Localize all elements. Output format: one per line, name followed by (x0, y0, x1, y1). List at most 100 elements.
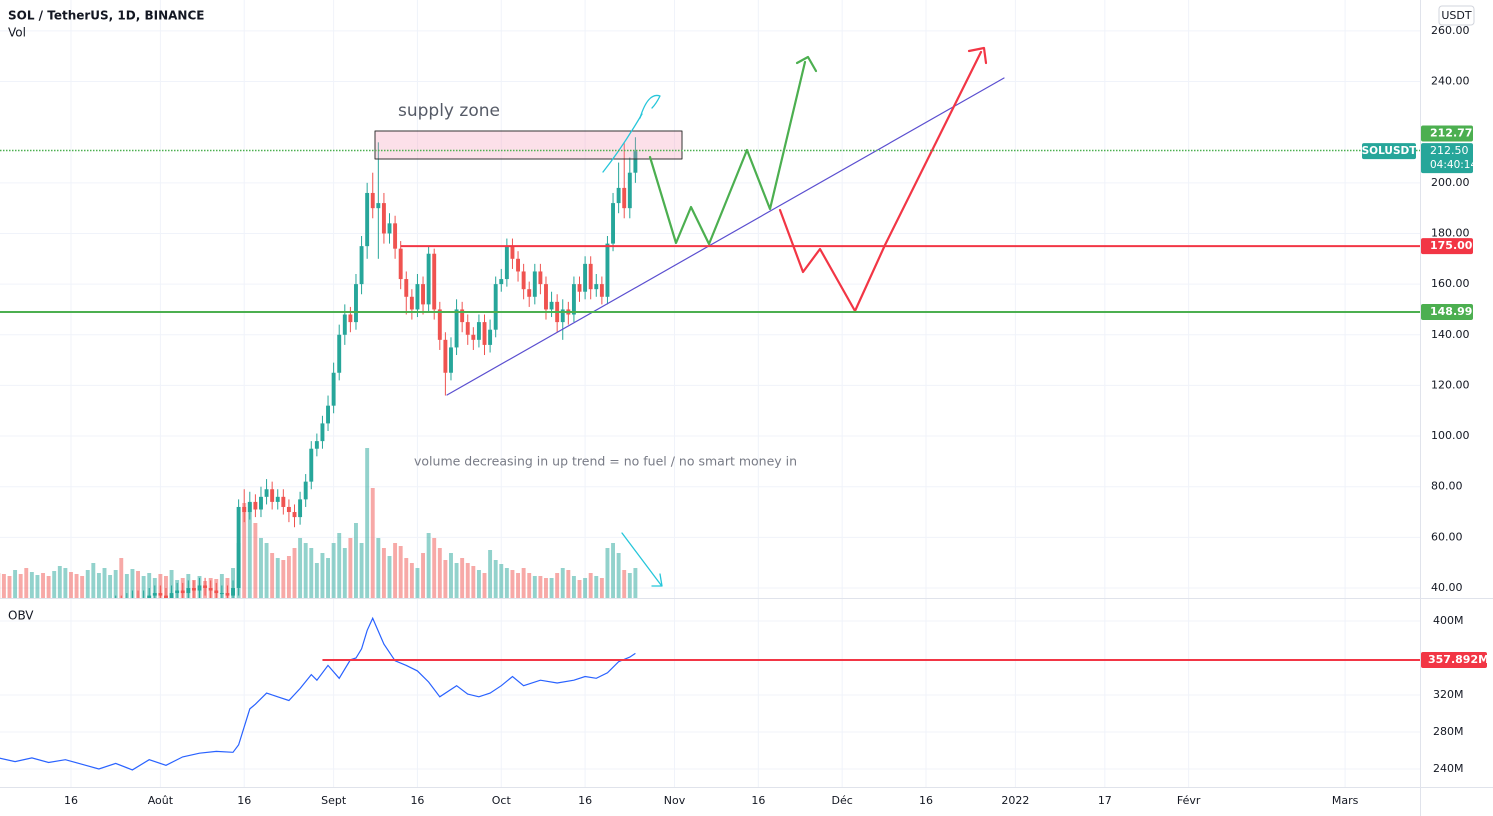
candle-body (191, 587, 196, 591)
volume-bar (141, 576, 146, 598)
volume-bar (326, 558, 330, 598)
cyan-stroke (602, 113, 643, 173)
candle-body (549, 301, 554, 310)
volume-bar (348, 538, 353, 598)
y-tick-label: 120.00 (1431, 378, 1470, 391)
level-label: 148.99 (1430, 305, 1472, 318)
volume-bar (454, 563, 459, 598)
volume-bar (460, 558, 465, 598)
volume-bar (409, 563, 414, 598)
candle-body (432, 253, 437, 310)
y-tick-label: 160.00 (1431, 277, 1470, 290)
volume-bar (303, 543, 308, 598)
symbol-label: SOLUSDT (1362, 145, 1418, 157)
candle-body (331, 372, 336, 406)
candle-body (298, 499, 303, 518)
level-tag (1421, 238, 1473, 255)
volume-bar (516, 573, 520, 598)
volume-bar (108, 575, 113, 598)
candle-body (594, 284, 599, 290)
candle-body (292, 512, 297, 518)
volume-bar (465, 563, 470, 598)
volume-bar (538, 576, 543, 598)
volume-bar (63, 568, 68, 598)
bear-arrowhead (967, 46, 988, 65)
candle-body (208, 587, 213, 591)
candle-body (605, 243, 610, 297)
volume-bar (555, 573, 560, 598)
volume-arrow (621, 532, 663, 587)
volume-bar (544, 578, 548, 598)
volume-bar (113, 570, 118, 598)
volume-bar (247, 503, 252, 598)
y-tick-label: 200.00 (1431, 176, 1470, 189)
currency-label[interactable]: USDT (1441, 9, 1472, 22)
x-tick-label: Août (148, 794, 174, 807)
level-label: 175.00 (1430, 239, 1473, 252)
candle-body (521, 271, 526, 290)
candle-body (175, 590, 180, 594)
volume-bar (1, 574, 6, 598)
volume-bar (404, 558, 409, 598)
candle-body (516, 258, 520, 272)
candle-body (275, 496, 280, 502)
volume-bar (96, 573, 101, 598)
candle-body (571, 284, 576, 315)
candle-body (415, 284, 420, 310)
volume-bar (136, 571, 140, 598)
volume-bar (493, 560, 498, 598)
candle-body (499, 279, 504, 285)
axis-labels: 16 Août 16 Sept 16 Oct 16 Nov 16 Déc 16 2022 17 Févr M… (0, 24, 1489, 807)
obv-level-label: 357.892M (1428, 653, 1489, 666)
candle-body (560, 309, 565, 323)
candle-body (337, 334, 342, 373)
price-tag (1421, 143, 1473, 174)
volume-bar (259, 538, 263, 598)
y-tick-label: 260.00 (1431, 24, 1470, 37)
x-tick-label: 16 (919, 794, 933, 807)
candle-body (348, 314, 353, 323)
volume-bar (242, 503, 247, 598)
x-tick-label: Nov (664, 794, 686, 807)
volume-bar (164, 576, 168, 598)
volume-bar (74, 574, 79, 598)
volume-bar (370, 488, 375, 598)
volume-bar (57, 566, 62, 598)
candle-body (242, 506, 247, 513)
price-label: 212.50 (1430, 144, 1469, 157)
candle-body (152, 593, 157, 596)
candle-body (443, 339, 448, 373)
candle-body (281, 496, 286, 507)
x-tick-label: 16 (410, 794, 424, 807)
candle-body (504, 246, 509, 280)
volume-bar (91, 563, 96, 598)
volume-bar (566, 570, 571, 598)
volume-bar (130, 569, 135, 598)
candle-body (465, 322, 470, 335)
volume-bar (532, 576, 537, 598)
candle-body (398, 248, 403, 280)
drawings (374, 46, 1005, 587)
volume-bar (488, 550, 493, 598)
candle-body (588, 263, 593, 290)
obv-title: OBV (8, 609, 34, 623)
candle-body (197, 585, 202, 591)
y-tick-label: 180.00 (1431, 226, 1470, 239)
volume-bar (320, 553, 325, 598)
candle-body (303, 481, 308, 500)
candle-body (231, 587, 235, 596)
volume-bar (376, 538, 381, 598)
volume-bar (124, 574, 129, 598)
supply-zone-box (374, 130, 683, 160)
volume-bar (510, 570, 515, 598)
x-tick-label: Sept (321, 794, 347, 807)
volume-bar (281, 560, 286, 598)
volume-bar (437, 548, 442, 598)
x-tick-label: 2022 (1001, 794, 1029, 807)
obv-tick-label: 400M (1433, 614, 1464, 627)
volume-bar (13, 570, 18, 598)
volume-bar (549, 578, 554, 598)
currency-button[interactable] (1438, 5, 1475, 26)
volume-bar (588, 573, 593, 598)
volume-bar (309, 548, 314, 598)
